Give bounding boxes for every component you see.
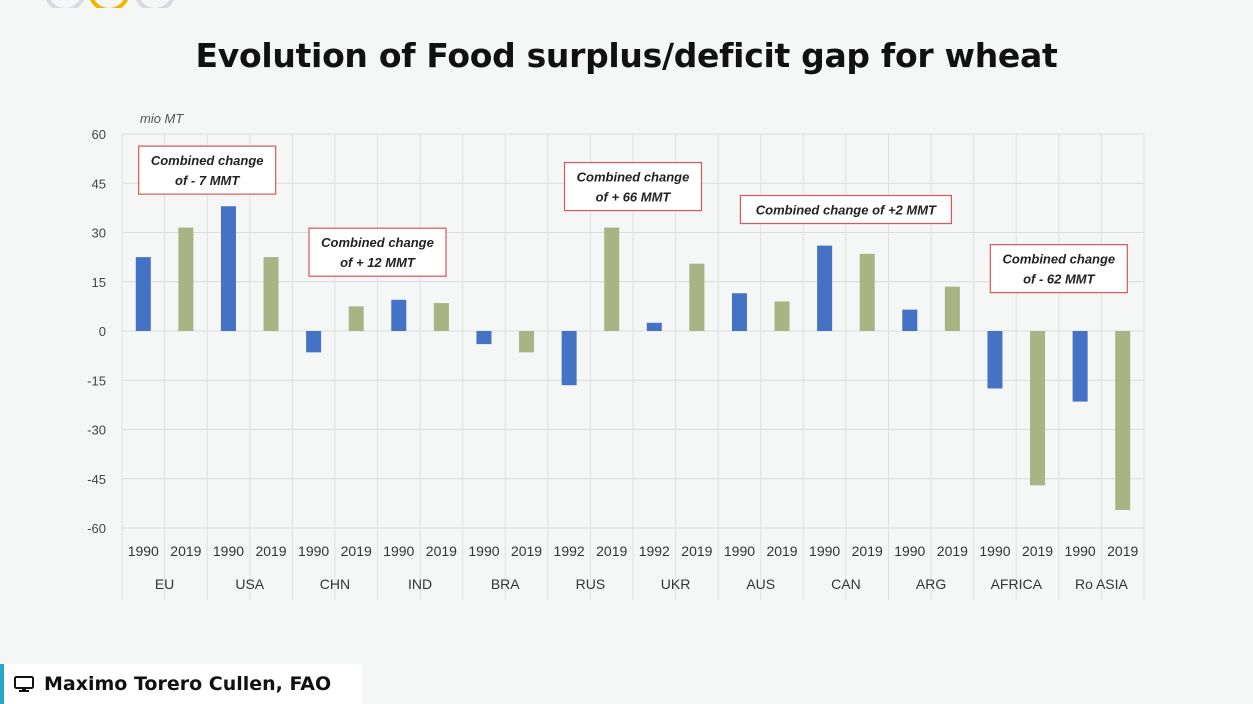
- x-year-label: 1990: [894, 543, 925, 559]
- y-tick-label: 15: [92, 275, 106, 290]
- bar-usa-1990: [220, 206, 236, 331]
- x-category-label: CHN: [320, 576, 350, 592]
- y-unit-label: mio MT: [140, 111, 184, 126]
- bar-rus-2019: [604, 227, 620, 331]
- bar-ukr-1992: [646, 322, 662, 331]
- annotation-box: [138, 145, 277, 195]
- bar-eu-2019: [178, 227, 194, 331]
- x-year-label: 1990: [213, 543, 244, 559]
- x-year-label: 2019: [1107, 543, 1138, 559]
- x-year-label: 2019: [681, 543, 712, 559]
- bar-ro-asia-2019: [1115, 331, 1131, 510]
- x-category-label: RUS: [576, 576, 606, 592]
- bar-ukr-2019: [689, 263, 705, 331]
- y-tick-label: 30: [92, 226, 106, 241]
- bar-aus-1990: [731, 293, 747, 331]
- x-category-label: AFRICA: [991, 576, 1043, 592]
- bar-africa-2019: [1030, 331, 1046, 486]
- bar-can-2019: [859, 253, 875, 331]
- bar-rus-1992: [561, 331, 577, 386]
- x-year-label: 2019: [341, 543, 372, 559]
- x-year-label: 2019: [511, 543, 542, 559]
- y-tick-label: 60: [92, 127, 106, 142]
- bar-chart: 60 45 30 15 0 -15 -30 -45 -60 mio MT 1990 2019 EU 199…: [87, 111, 1145, 600]
- x-year-label: 1990: [1065, 543, 1096, 559]
- bar-bra-1990: [476, 331, 492, 345]
- annotation-text: of + 12 MMT: [340, 255, 416, 270]
- x-year-label: 2019: [1022, 543, 1053, 559]
- presenter-banner: Maximo Torero Cullen, FAO: [0, 664, 362, 704]
- bar-eu-1990: [135, 257, 151, 331]
- annotation-box: [563, 161, 703, 212]
- bar-usa-2019: [263, 257, 279, 331]
- x-year-label: 2019: [426, 543, 457, 559]
- annotation-box: [989, 244, 1128, 294]
- x-year-label: 2019: [766, 543, 797, 559]
- x-year-label: 2019: [937, 543, 968, 559]
- y-tick-label: -45: [87, 472, 106, 487]
- x-year-label: 2019: [170, 543, 201, 559]
- x-year-label: 2019: [596, 543, 627, 559]
- x-category-label: USA: [235, 576, 264, 592]
- bar-chn-2019: [348, 306, 364, 331]
- x-category-label: UKR: [661, 576, 691, 592]
- annotation-text: Combined change: [151, 153, 264, 168]
- x-category-label: ARG: [916, 576, 946, 592]
- y-tick-label: -60: [87, 521, 106, 536]
- annotation-text: of - 62 MMT: [1023, 272, 1096, 287]
- bar-arg-2019: [944, 286, 960, 331]
- x-category-label: Ro ASIA: [1075, 576, 1129, 592]
- annotation-text: Combined change: [577, 170, 690, 185]
- x-year-label: 1990: [979, 543, 1010, 559]
- conference-logo: [40, 0, 180, 8]
- x-year-label: 1990: [809, 543, 840, 559]
- x-year-label: 1992: [554, 543, 585, 559]
- bar-ro-asia-1990: [1072, 331, 1088, 402]
- chart-title: Evolution of Food surplus/deficit gap fo…: [195, 36, 1058, 75]
- annotation-box: [739, 194, 953, 225]
- y-tick-label: 45: [92, 176, 106, 191]
- bar-chn-1990: [306, 331, 322, 353]
- presenter-name: Maximo Torero Cullen, FAO: [44, 673, 332, 695]
- annotation-box: [308, 227, 447, 277]
- x-category-label: BRA: [491, 576, 520, 592]
- annotation-text: of - 7 MMT: [175, 173, 240, 188]
- annotation-text: of + 66 MMT: [596, 190, 672, 205]
- x-category-label: IND: [408, 576, 432, 592]
- bar-can-1990: [817, 245, 833, 331]
- x-year-label: 1990: [468, 543, 499, 559]
- annotation-text: Combined change: [1002, 252, 1115, 267]
- y-tick-label: -15: [87, 373, 106, 388]
- x-year-label: 1990: [298, 543, 329, 559]
- x-year-label: 1990: [383, 543, 414, 559]
- monitor-icon: [14, 676, 34, 692]
- y-tick-label: -30: [87, 423, 106, 438]
- x-year-label: 1990: [724, 543, 755, 559]
- x-year-label: 2019: [255, 543, 286, 559]
- bar-ind-2019: [433, 303, 449, 331]
- bar-arg-1990: [902, 309, 918, 331]
- x-year-label: 1990: [128, 543, 159, 559]
- x-category-label: AUS: [746, 576, 775, 592]
- annotation-text: Combined change of +2 MMT: [756, 203, 937, 218]
- x-year-label: 1992: [639, 543, 670, 559]
- x-category-label: EU: [155, 576, 174, 592]
- bar-ind-1990: [391, 299, 407, 331]
- annotation-text: Combined change: [321, 235, 434, 250]
- x-year-label: 2019: [852, 543, 883, 559]
- bar-africa-1990: [987, 331, 1003, 389]
- bar-aus-2019: [774, 301, 790, 331]
- y-tick-label: 0: [99, 324, 106, 339]
- x-category-label: CAN: [831, 576, 861, 592]
- bar-bra-2019: [519, 331, 535, 353]
